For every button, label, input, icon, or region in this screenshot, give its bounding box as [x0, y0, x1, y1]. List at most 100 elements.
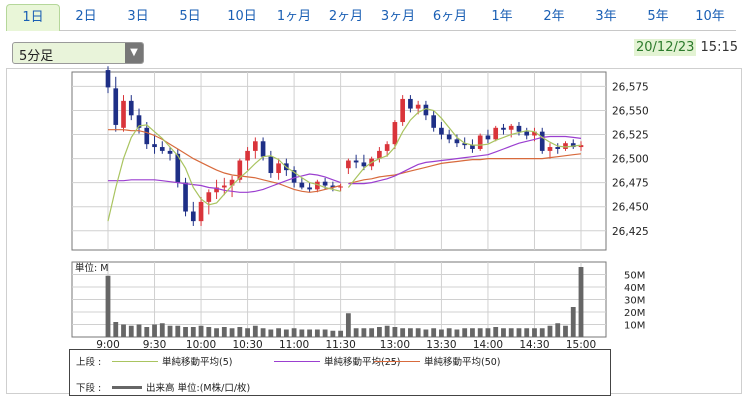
x-tick-label: 10:30 [232, 339, 262, 351]
volume-bar [167, 325, 173, 337]
legend-upper-label: 上段 : [76, 357, 102, 368]
tab-period-12[interactable]: 5年 [632, 4, 684, 31]
candle-body [532, 131, 537, 136]
candle-body [446, 134, 452, 140]
volume-bar [470, 328, 475, 337]
chevron-down-icon[interactable]: ▼ [125, 43, 143, 63]
volume-bar [322, 329, 328, 337]
tab-period-2[interactable]: 3日 [112, 4, 164, 31]
tab-period-4[interactable]: 10日 [216, 4, 268, 31]
volume-swatch [112, 385, 142, 389]
candle-body [206, 192, 212, 202]
legend-volume-label: 出来高 単位:(M株/口/枚) [146, 383, 251, 394]
tab-period-1[interactable]: 2日 [60, 4, 112, 31]
x-tick-label: 11:00 [279, 339, 309, 351]
volume-bar [508, 328, 514, 337]
candle-body [144, 127, 150, 145]
ma50-line-session2 [348, 153, 582, 185]
volume-bar [462, 328, 468, 337]
volume-bar [229, 328, 235, 337]
volume-bar [539, 328, 545, 337]
legend-ma25: 単純移動平均(25) [274, 354, 401, 368]
legend-ma50: 単純移動平均(50) [374, 354, 501, 368]
tab-period-13[interactable]: 10年 [684, 4, 736, 31]
volume-bar [113, 322, 119, 337]
x-tick-label: 15:00 [566, 339, 596, 351]
interval-select[interactable]: 5分足 ▼ [12, 42, 144, 64]
x-tick-label: 11:30 [325, 339, 355, 351]
ma5-line-session2 [347, 107, 582, 188]
candle-body [524, 131, 530, 136]
volume-bar [206, 327, 212, 337]
candle-body [315, 181, 320, 190]
volume-bar [501, 328, 506, 337]
candle-body [167, 150, 173, 154]
volume-bar [268, 329, 274, 337]
tab-period-10[interactable]: 2年 [528, 4, 580, 31]
legend-lower-label: 下段 : [76, 383, 102, 394]
candle-body [539, 131, 545, 151]
candle-body [570, 143, 576, 148]
volume-bar [439, 329, 444, 337]
volume-bar [524, 328, 530, 337]
candle-body [384, 144, 390, 151]
candle-body [423, 104, 429, 116]
volume-bar [431, 328, 437, 337]
volume-bar [291, 328, 297, 337]
volume-bar [477, 328, 483, 337]
volume-bar [299, 329, 305, 337]
y-tick-label: 26,475 [612, 178, 649, 190]
ma5-swatch [112, 360, 158, 362]
tab-period-3[interactable]: 5日 [164, 4, 216, 31]
x-tick-label: 9:00 [96, 339, 120, 351]
y-tick-label: 26,575 [612, 81, 649, 93]
candle-body [268, 156, 274, 174]
candle-body [361, 162, 367, 167]
volume-bar [361, 328, 367, 337]
volume-bar [547, 325, 553, 337]
tab-period-7[interactable]: 3ヶ月 [372, 4, 424, 31]
ma25-line-session1 [108, 173, 341, 193]
volume-bar [330, 330, 336, 337]
volume-bar [276, 328, 281, 337]
interval-select-value: 5分足 [19, 49, 54, 64]
tab-period-6[interactable]: 2ヶ月 [320, 4, 372, 31]
volume-bar [245, 328, 250, 337]
volume-bar [198, 325, 204, 337]
datetime-display: 20/12/23 15:15 [634, 39, 738, 56]
candle-body [299, 182, 305, 188]
volume-tick-label: 40M [624, 283, 645, 294]
volume-bar [314, 329, 320, 337]
candle-body [392, 122, 398, 145]
tab-period-9[interactable]: 1年 [476, 4, 528, 31]
volume-bar [516, 328, 522, 337]
tab-period-11[interactable]: 3年 [580, 4, 632, 31]
volume-bar [384, 325, 390, 337]
period-tabs: 1日 2日 3日 5日 10日 1ヶ月 2ヶ月 3ヶ月 6ヶ月 1年 2年 3年 5年 10年 [6, 4, 744, 32]
tab-period-5[interactable]: 1ヶ月 [268, 4, 320, 31]
candle-body [128, 100, 134, 116]
y-tick-label: 26,550 [612, 105, 649, 117]
candle-body [516, 125, 522, 132]
ma50-swatch [374, 360, 420, 362]
chart-legend: 上段 : 単純移動平均(5) 単純移動平均(25) 単純移動平均(50) 下段 … [69, 349, 611, 396]
tab-period-0[interactable]: 1日 [6, 4, 60, 31]
time-label: 15:15 [700, 40, 738, 55]
volume-bar [159, 323, 165, 337]
candle-body [237, 160, 243, 180]
tab-period-8[interactable]: 6ヶ月 [424, 4, 476, 31]
ma50-line-session1 [108, 129, 341, 193]
ma5-line-session1 [107, 124, 341, 222]
legend-ma50-label: 単純移動平均(50) [424, 357, 501, 368]
volume-bar [376, 327, 382, 337]
candle-body [121, 100, 126, 128]
candle-body [276, 163, 281, 174]
candle-body [253, 141, 258, 151]
volume-unit-label: 単位: M [75, 262, 108, 274]
candle-body [307, 187, 312, 190]
y-tick-label: 26,425 [612, 226, 649, 238]
candle-body [431, 115, 436, 128]
candle-body [470, 145, 475, 149]
candle-body [260, 141, 266, 157]
legend-volume: 出来高 単位:(M株/口/枚) [112, 380, 250, 394]
